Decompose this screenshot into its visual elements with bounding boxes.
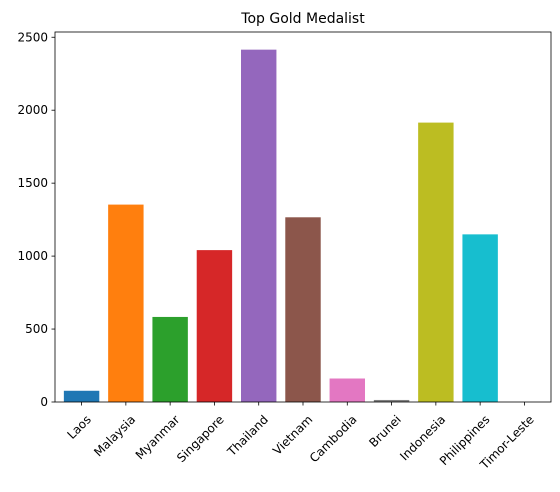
- chart-title: Top Gold Medalist: [240, 11, 365, 27]
- bar-myanmar: [152, 316, 188, 402]
- bar-indonesia: [418, 122, 454, 403]
- y-tick-label: 0: [40, 395, 48, 409]
- x-tick-label-thailand: Thailand: [224, 412, 271, 459]
- y-tick-label: 2500: [17, 30, 48, 44]
- x-tick-label-brunei: Brunei: [366, 412, 404, 450]
- x-tick-label-singapore: Singapore: [174, 412, 227, 465]
- bar-singapore: [196, 250, 233, 402]
- x-tick-label-malaysia: Malaysia: [91, 412, 138, 459]
- y-axis: 0 500 1000 1500 2000 2500: [17, 30, 55, 409]
- x-tick-label-cambodia: Cambodia: [307, 412, 360, 465]
- plot-frame: [54, 31, 552, 403]
- y-tick-label: 1500: [17, 176, 48, 190]
- bar-laos: [63, 390, 100, 402]
- x-tick-label-vietnam: Vietnam: [270, 412, 315, 457]
- bar-philippines: [462, 234, 498, 402]
- x-tick-label-laos: Laos: [64, 412, 93, 441]
- bar-thailand: [241, 49, 277, 403]
- y-tick-label: 500: [25, 322, 48, 336]
- bar-cambodia: [329, 378, 365, 402]
- bars-group: [63, 49, 498, 403]
- y-tick-label: 1000: [17, 249, 48, 263]
- y-tick-label: 2000: [17, 103, 48, 117]
- bar-brunei: [373, 399, 410, 402]
- bar-vietnam: [285, 217, 321, 402]
- bar-malaysia: [108, 204, 144, 402]
